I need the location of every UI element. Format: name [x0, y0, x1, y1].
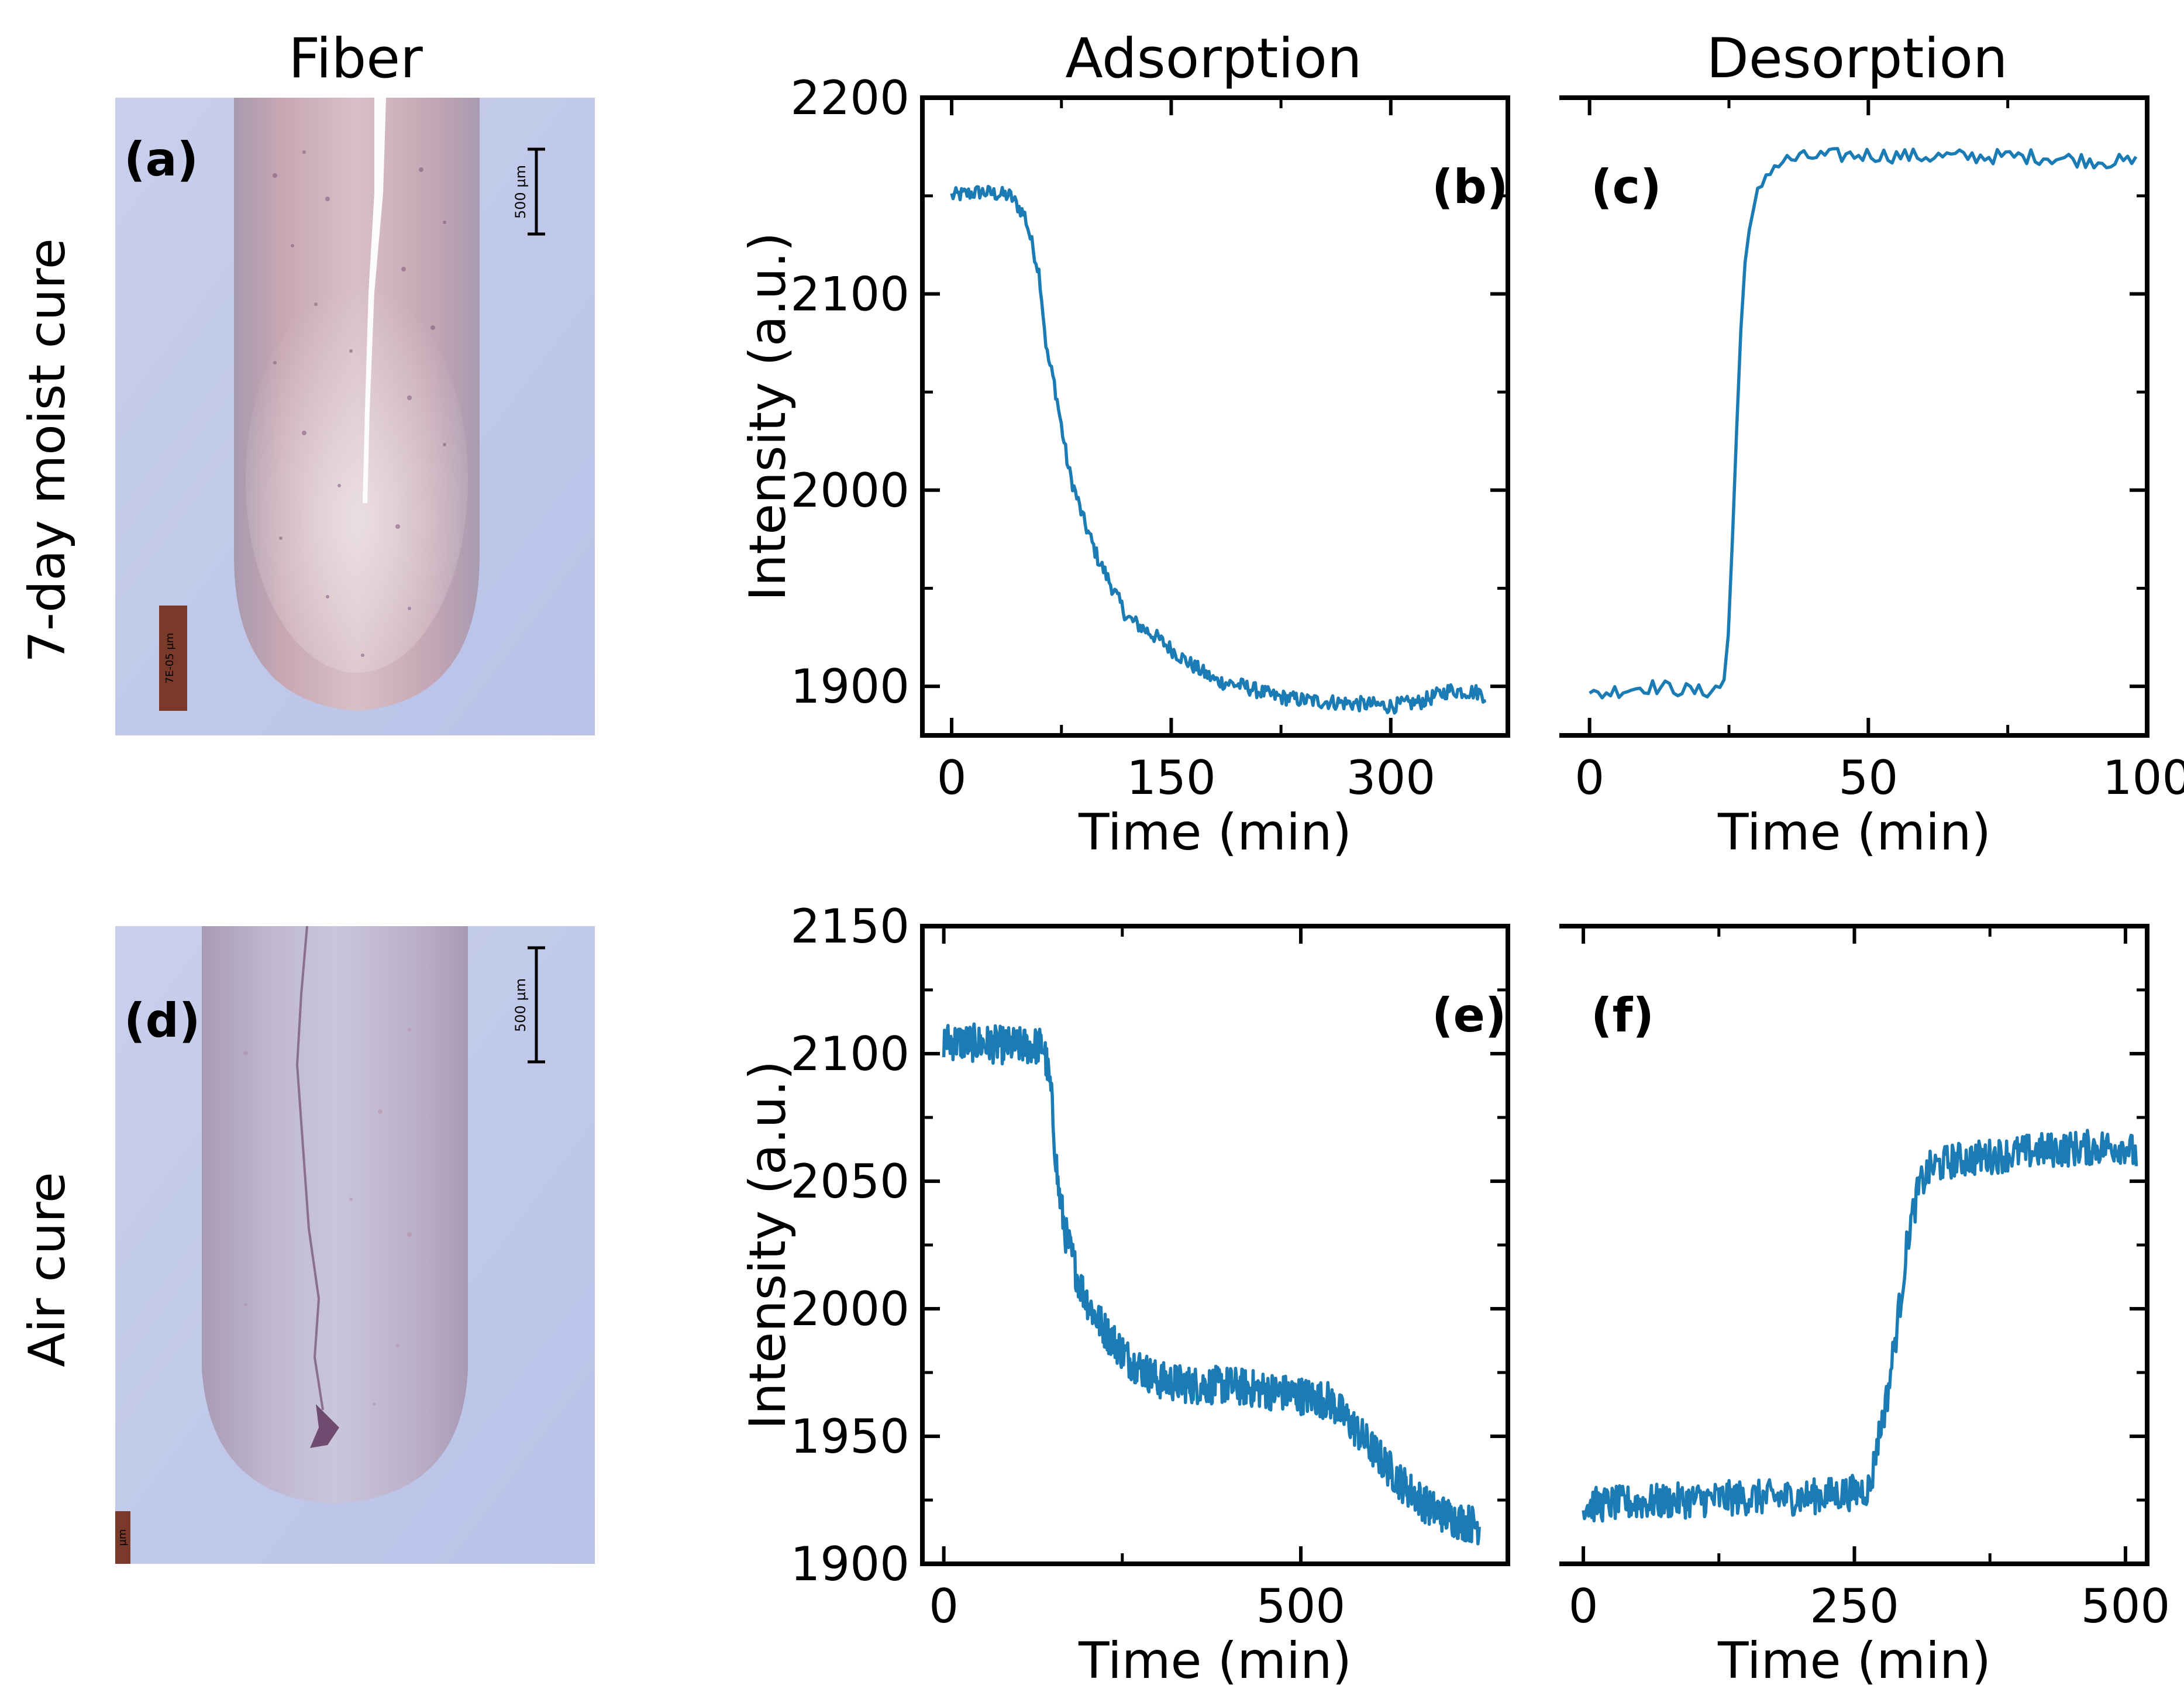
- chart-adsorption-moist-cure: 0 150 300 1900 2000 2100 2200 Time (min) Intensi…: [739, 71, 1510, 862]
- scale-bar: [528, 147, 545, 236]
- y-tick-label: 2000: [790, 463, 910, 518]
- x-tick-label: 300: [1346, 751, 1435, 805]
- stamp-label: µm: [116, 1529, 129, 1546]
- chart-desorption-air-cure: 0 250 500 Time (min) (f): [1559, 924, 2170, 1690]
- micrograph-moist-cure: (a) 500 µm 7E-05 µm: [115, 98, 595, 735]
- y-tick-label: 1900: [790, 1537, 910, 1591]
- header-fiber: Fiber: [288, 27, 423, 91]
- panel-label: (e): [1432, 988, 1506, 1043]
- panel-label: (b): [1432, 160, 1508, 214]
- x-tick-label: 50: [1838, 751, 1898, 805]
- stamp-box: [115, 1511, 130, 1564]
- x-axis-label: Time (min): [1717, 803, 1991, 862]
- scale-bar: [528, 946, 545, 1064]
- stamp-label: 7E-05 µm: [164, 633, 176, 684]
- x-axis-label: Time (min): [1717, 1632, 1991, 1690]
- fiber-body: [202, 926, 468, 1504]
- fiber-crack: [295, 926, 324, 1411]
- fiber-speckle: [273, 150, 446, 657]
- panel-label-d: (d): [124, 993, 200, 1048]
- panel-label: (c): [1591, 160, 1662, 214]
- panel-label: (f): [1591, 988, 1654, 1043]
- y-tick-label: 2200: [790, 71, 910, 125]
- row-label-air-cure: Air cure: [18, 1172, 77, 1367]
- fiber-speckle: [243, 1028, 412, 1406]
- y-tick-label: 2100: [790, 1027, 910, 1081]
- chart-adsorption-air-cure: 0 500 1900 1950 2000 2050 2100 2150 Time (min) In…: [739, 899, 1510, 1690]
- series-line: [942, 1022, 1481, 1546]
- chart-desorption-moist-cure: 0 50 100 Time (min) (c): [1559, 95, 2184, 862]
- y-tick-label: 2000: [790, 1282, 910, 1336]
- series-line: [1582, 1129, 2138, 1523]
- panel-label-a: (a): [124, 132, 198, 187]
- x-tick-label: 0: [1569, 1579, 1599, 1633]
- y-axis-label: Intensity (a.u.): [739, 1061, 797, 1430]
- series-line: [1589, 147, 2138, 700]
- y-tick-label: 2050: [790, 1154, 910, 1209]
- series-line: [950, 184, 1486, 715]
- y-axis-label: Intensity (a.u.): [739, 232, 797, 601]
- x-axis-label: Time (min): [1078, 1632, 1352, 1690]
- header-adsorption: Adsorption: [1065, 27, 1362, 91]
- y-tick-label: 2100: [790, 267, 910, 321]
- x-tick-label: 150: [1127, 751, 1216, 805]
- stamp-box: [159, 606, 187, 711]
- scale-bar-label: 500 µm: [512, 978, 529, 1032]
- y-tick-label: 2150: [790, 899, 910, 954]
- scale-bar-label: 500 µm: [512, 165, 529, 219]
- x-tick-label: 500: [2081, 1579, 2171, 1633]
- x-axis-label: Time (min): [1078, 803, 1352, 862]
- fiber-pit: [310, 1404, 339, 1448]
- x-tick-label: 0: [937, 751, 967, 805]
- x-tick-label: 100: [2103, 751, 2184, 805]
- y-tick-label: 1900: [790, 659, 910, 714]
- micrograph-air-cure: (d) 500 µm µm: [115, 926, 595, 1564]
- x-tick-label: 0: [1575, 751, 1604, 805]
- x-tick-label: 0: [929, 1579, 959, 1633]
- y-tick-label: 1950: [790, 1409, 910, 1464]
- x-tick-label: 250: [1810, 1579, 1899, 1633]
- x-tick-label: 500: [1256, 1579, 1346, 1633]
- row-label-moist-cure: 7-day moist cure: [18, 238, 77, 663]
- header-desorption: Desorption: [1706, 27, 2007, 91]
- fiber-highlight: [363, 98, 386, 503]
